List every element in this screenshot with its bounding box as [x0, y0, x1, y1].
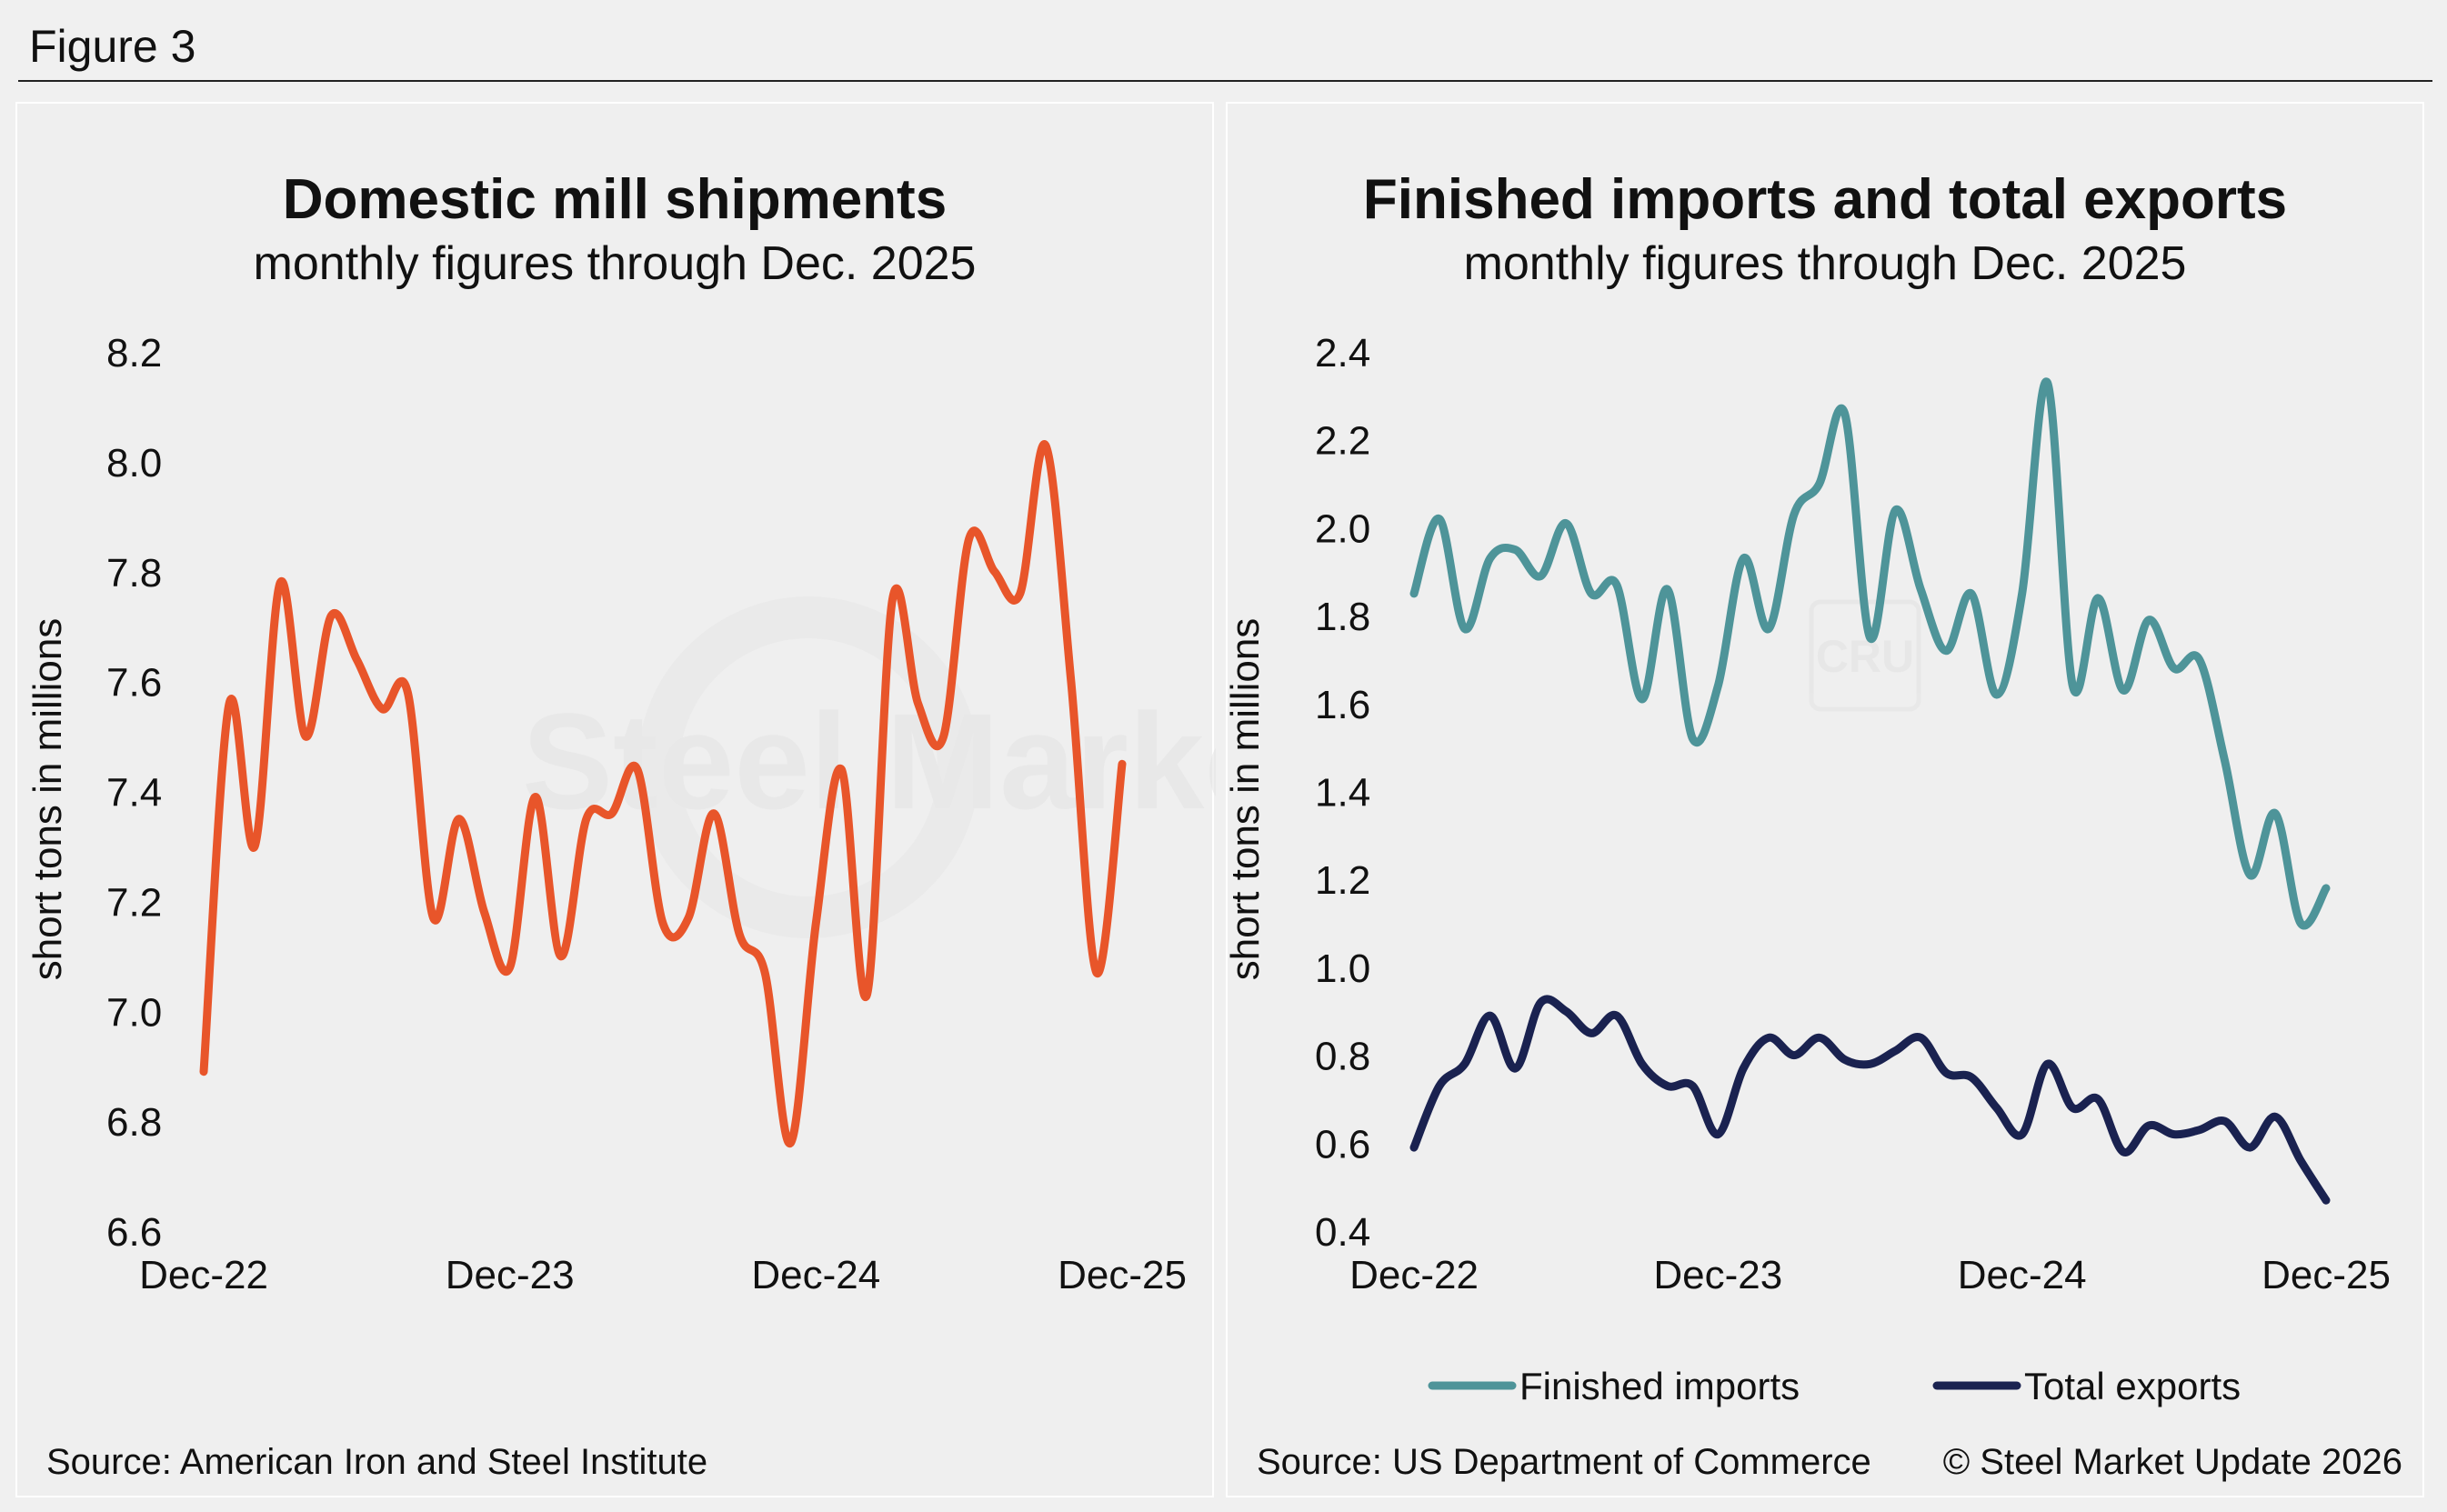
legend-label: Total exports — [2024, 1365, 2241, 1407]
x-tick-label: Dec-23 — [1653, 1253, 1782, 1297]
y-tick-label: 0.6 — [1315, 1122, 1370, 1167]
chart-subtitle: monthly figures through Dec. 2025 — [253, 237, 977, 290]
y-tick-label: 1.6 — [1315, 683, 1370, 727]
legend-label: Finished imports — [1519, 1365, 1800, 1407]
x-tick-label: Dec-25 — [2261, 1253, 2391, 1297]
trade-chart: CRU 2.4 2.2 2.0 1.8 1.6 1.4 1.2 1.0 0.8 0.6 0.4 De… — [1228, 331, 2391, 1407]
watermark-circle — [637, 596, 979, 938]
series-line-finished-imports — [1409, 377, 2331, 930]
trade-panel: CRU 2.4 2.2 2.0 1.8 1.6 1.4 1.2 1.0 0.8 0.6 0.4 De… — [1226, 102, 2424, 1497]
chart-subtitle: monthly figures through Dec. 2025 — [1463, 237, 2187, 290]
y-tick-label: 6.6 — [106, 1210, 162, 1255]
y-tick-label: 7.2 — [106, 880, 162, 925]
watermark: Steel Market Update — [522, 596, 1216, 938]
y-tick-label: 1.0 — [1315, 946, 1370, 991]
y-tick-label: 6.8 — [106, 1100, 162, 1145]
y-tick-label: 2.2 — [1315, 419, 1370, 464]
y-tick-label: 1.8 — [1315, 595, 1370, 639]
y-axis-label: short tons in millions — [25, 618, 70, 981]
series-line-shipments — [199, 440, 1127, 1147]
y-tick-label: 0.8 — [1315, 1035, 1370, 1079]
shipments-chart: Steel Market Update 8.2 8.0 7.8 7.6 7.4 7.2 7.… — [25, 331, 1216, 1297]
y-axis-ticks: 8.2 8.0 7.8 7.6 7.4 7.2 7.0 6.8 6.6 — [106, 331, 162, 1255]
y-tick-label: 7.8 — [106, 551, 162, 596]
y-tick-label: 2.0 — [1315, 506, 1370, 551]
figure-label: Figure 3 — [29, 21, 196, 72]
chart-title: Finished imports and total exports — [1362, 168, 2288, 231]
legend: Finished imports Total exports — [1428, 1365, 2241, 1407]
series-lines — [1409, 377, 2331, 1205]
y-tick-label: 7.0 — [106, 990, 162, 1035]
y-tick-label: 8.2 — [106, 331, 162, 375]
x-axis-ticks: Dec-22 Dec-23 Dec-24 Dec-25 — [139, 1253, 1187, 1297]
x-tick-label: Dec-22 — [139, 1253, 268, 1297]
y-tick-label: 0.4 — [1315, 1210, 1370, 1255]
copyright-note: © Steel Market Update 2026 — [1942, 1442, 2402, 1482]
source-note: Source: US Department of Commerce — [1257, 1442, 1871, 1482]
series-lines — [199, 440, 1127, 1147]
watermark-cru-text: CRU — [1816, 631, 1914, 682]
x-axis-ticks: Dec-22 Dec-23 Dec-24 Dec-25 — [1349, 1253, 2391, 1297]
chart-title: Domestic mill shipments — [282, 168, 948, 231]
y-tick-label: 8.0 — [106, 441, 162, 486]
y-tick-label: 2.4 — [1315, 331, 1370, 375]
x-tick-label: Dec-25 — [1058, 1253, 1187, 1297]
x-tick-label: Dec-24 — [751, 1253, 880, 1297]
shipments-panel: Steel Market Update 8.2 8.0 7.8 7.6 7.4 7.2 7.… — [15, 102, 1216, 1497]
watermark-text: Steel Market Update — [522, 685, 1216, 837]
series-line-total-exports — [1409, 995, 2331, 1205]
x-tick-label: Dec-24 — [1958, 1253, 2087, 1297]
y-axis-ticks: 2.4 2.2 2.0 1.8 1.6 1.4 1.2 1.0 0.8 0.6 0.4 — [1315, 331, 1370, 1255]
x-tick-label: Dec-22 — [1349, 1253, 1479, 1297]
x-tick-label: Dec-23 — [446, 1253, 575, 1297]
y-tick-label: 1.4 — [1315, 771, 1370, 816]
y-tick-label: 7.6 — [106, 661, 162, 706]
source-note: Source: American Iron and Steel Institut… — [46, 1442, 708, 1482]
figure-header: Figure 3 — [18, 7, 2432, 82]
y-tick-label: 1.2 — [1315, 858, 1370, 903]
y-tick-label: 7.4 — [106, 771, 162, 816]
y-axis-label: short tons in millions — [1228, 618, 1268, 981]
